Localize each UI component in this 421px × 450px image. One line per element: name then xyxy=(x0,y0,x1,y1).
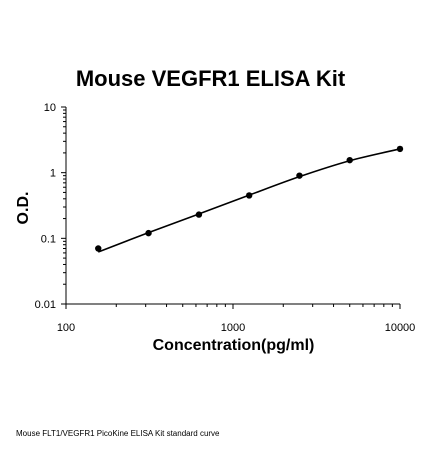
fit-curve xyxy=(97,148,401,253)
chart-axes xyxy=(65,107,400,305)
y-tick-label: 1 xyxy=(50,168,56,180)
y-axis-label-wrap: O.D. xyxy=(4,178,44,238)
data-point xyxy=(195,211,203,218)
data-point xyxy=(245,192,253,199)
x-tick-label: 100 xyxy=(57,322,75,334)
fit-curve-layer xyxy=(97,148,401,253)
y-tick-label: 0.1 xyxy=(41,233,56,245)
y-tick-label: 0.01 xyxy=(35,299,56,311)
y-axis-label: O.D. xyxy=(15,191,32,225)
data-points-layer xyxy=(95,145,404,252)
figure-caption: Mouse FLT1/VEGFR1 PicoKine ELISA Kit sta… xyxy=(16,429,220,438)
data-point xyxy=(296,172,303,179)
chart-title: Mouse VEGFR1 ELISA Kit xyxy=(75,66,346,91)
data-point xyxy=(95,245,102,252)
x-axis-label: Concentration(pg/ml) xyxy=(152,337,315,354)
data-point xyxy=(145,229,152,237)
x-tick-label: 1000 xyxy=(221,322,245,334)
data-point xyxy=(346,156,353,164)
data-point xyxy=(396,145,404,153)
y-tick-label: 10 xyxy=(44,102,56,114)
x-tick-label: 10000 xyxy=(385,322,416,334)
